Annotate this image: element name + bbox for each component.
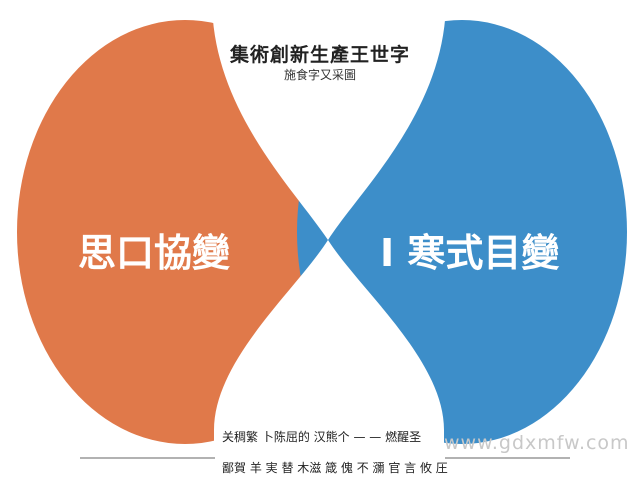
left-lobe-label: 思口協變 — [78, 231, 231, 275]
caption-line-1: 关稠繁 卜陈屈的 汉熊个 — — 燃醒圣 — [222, 430, 422, 444]
caption-line-2: 鄙賀 羊 実 替 木滋 箴 傀 不 瀰 官 言 攸 圧 — [222, 461, 448, 475]
bottom-white-cutout — [214, 240, 444, 480]
watermark: www.gdxmfw.com — [444, 432, 630, 454]
diagram-title: 集術創新生產王世字 — [229, 44, 410, 66]
diagram-subtitle: 施食字又采圖 — [283, 68, 356, 82]
right-lobe-label: I 寒式目變 — [380, 231, 560, 275]
top-white-cutout — [212, 0, 446, 240]
